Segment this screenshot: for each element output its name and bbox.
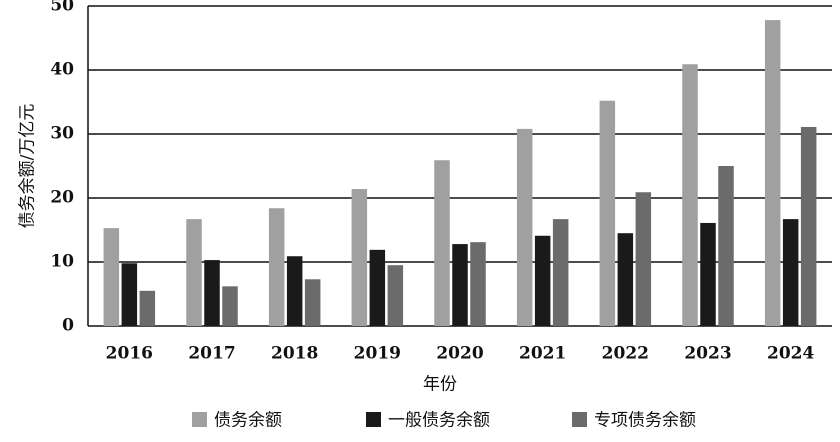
- x-tick-label: 2022: [602, 344, 649, 364]
- y-tick-label: 30: [50, 124, 74, 144]
- y-tick-label: 0: [62, 316, 74, 336]
- bar: [617, 233, 634, 326]
- bar: [452, 244, 468, 326]
- legend-label: 债务余额: [214, 411, 282, 431]
- bar: [369, 249, 386, 326]
- bar: [103, 228, 120, 326]
- bar: [599, 100, 616, 326]
- legend-swatch: [366, 412, 381, 427]
- x-tick-label: 2018: [271, 344, 318, 364]
- x-tick-label: 2019: [354, 344, 401, 364]
- y-tick-label: 20: [50, 188, 74, 208]
- legend-swatch: [192, 412, 207, 427]
- x-tick-label: 2021: [519, 344, 566, 364]
- bar: [800, 126, 817, 327]
- bar: [682, 64, 698, 327]
- y-tick-label: 50: [50, 0, 74, 16]
- bar: [764, 20, 781, 327]
- legend-swatch: [572, 412, 587, 427]
- bar: [121, 263, 138, 326]
- y-tick-label: 10: [50, 252, 74, 272]
- x-tick-label: 2023: [684, 344, 731, 364]
- legend-label: 一般债务余额: [388, 411, 490, 431]
- bar: [534, 235, 551, 326]
- bar: [351, 189, 368, 326]
- bar: [516, 128, 533, 326]
- bar: [268, 208, 285, 326]
- bar: [186, 219, 202, 326]
- bar: [304, 279, 321, 326]
- y-tick-label: 40: [50, 60, 74, 80]
- bar: [204, 260, 220, 326]
- x-tick-label: 2024: [767, 344, 814, 364]
- bar: [222, 286, 238, 326]
- bar: [139, 290, 156, 326]
- bar: [782, 219, 799, 326]
- bar: [434, 160, 450, 326]
- bar: [718, 166, 734, 326]
- x-tick-label: 2020: [436, 344, 483, 364]
- bar: [552, 219, 569, 326]
- bar: [286, 256, 303, 326]
- bar: [635, 192, 652, 326]
- y-axis-label: 债务余额/万亿元: [18, 104, 38, 229]
- bar: [387, 265, 404, 326]
- bar: [470, 242, 486, 326]
- legend-label: 专项债务余额: [594, 411, 696, 431]
- x-tick-label: 2016: [106, 344, 153, 364]
- bar: [700, 222, 716, 326]
- x-axis-label: 年份: [423, 375, 457, 395]
- x-tick-label: 2017: [188, 344, 235, 364]
